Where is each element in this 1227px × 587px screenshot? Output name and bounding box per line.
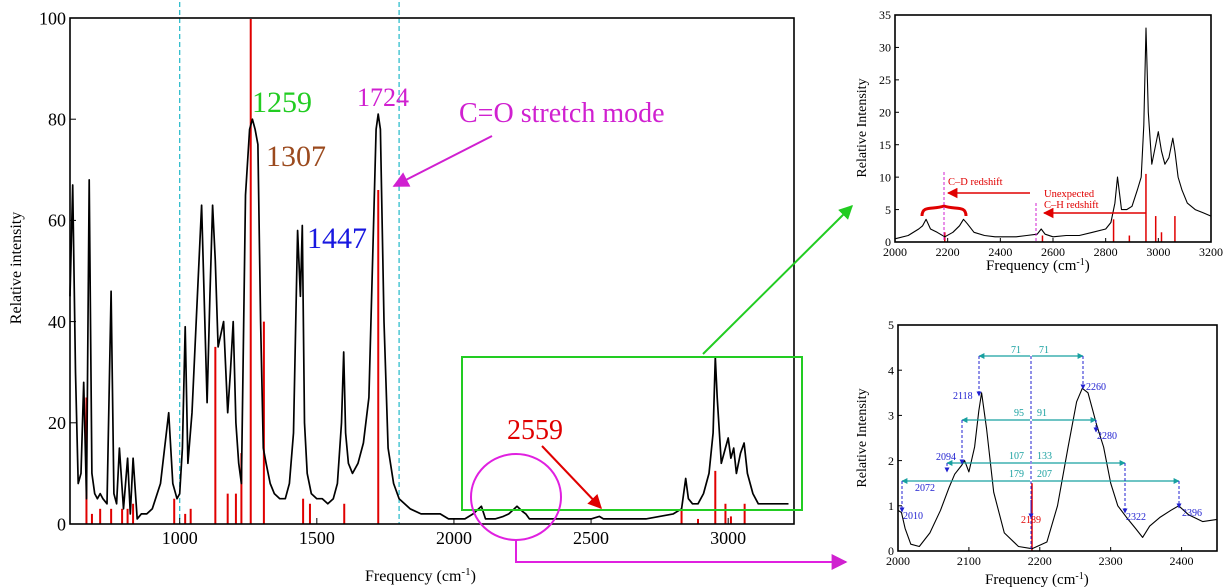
span-label-71-right: 71: [1039, 345, 1049, 356]
peak-label-2094: 2094: [936, 452, 956, 463]
peak-label-2118: 2118: [953, 391, 973, 402]
bottom-right-chart: 2000 2100 2200 2300 2400 0 1 2 3 4 5 Frequency (cm…: [855, 318, 1218, 587]
top-right-spectrum-line: [894, 27, 1212, 240]
peak-label-2189: 2189: [1021, 515, 1041, 526]
bottom-right-y-tick-label: 5: [888, 318, 894, 332]
main-chart: 1000 1500 2000 2500 3000 0 20 40 60 80 100 Frequen…: [8, 2, 853, 585]
main-y-tick-label: 20: [48, 413, 66, 433]
co-stretch-arrow: [392, 135, 493, 187]
main-x-tick-label: 2500: [573, 528, 609, 548]
top-right-x-tick-label: 3200: [1199, 245, 1223, 259]
main-y-tick-label: 0: [57, 514, 66, 534]
span-label-91: 91: [1037, 408, 1047, 419]
cd-redshift-label: C–D redshift: [948, 177, 1003, 188]
span-label-133: 133: [1037, 451, 1052, 462]
main-plot-frame: [69, 17, 795, 525]
top-right-chart: 2000 2200 2400 2600 2800 3000 3200 0 5 10 15 20 25 30…: [855, 8, 1223, 274]
bottom-right-ylabel: Relative Intensity: [855, 388, 870, 487]
top-right-y-tick-label: 10: [879, 170, 891, 184]
zoom-box: [461, 356, 803, 511]
top-right-x-tick-label: 2800: [1094, 245, 1118, 259]
span-label-207: 207: [1037, 469, 1052, 480]
bottom-right-x-tick-label: 2100: [957, 554, 981, 568]
label-co-stretch: C=O stretch mode: [459, 98, 665, 129]
label-1307: 1307: [266, 140, 326, 173]
bottom-right-spectrum-line: [897, 387, 1218, 550]
top-right-y-tick-label: 5: [885, 203, 891, 217]
ch-unexpected-label: Unexpected: [1044, 189, 1095, 200]
peak-label-2260: 2260: [1086, 382, 1106, 393]
main-x-tick-label: 2000: [436, 528, 472, 548]
label-2559: 2559: [507, 415, 563, 446]
main-y-tick-label: 60: [48, 211, 66, 231]
top-right-y-tick-label: 15: [879, 138, 891, 152]
bottom-right-x-tick-label: 2300: [1099, 554, 1123, 568]
peak-label-2010: 2010: [903, 511, 923, 522]
top-right-y-tick-label: 30: [879, 41, 891, 55]
span-label-71-left: 71: [1011, 345, 1021, 356]
main-y-tick-label: 80: [48, 110, 66, 130]
main-spectrum-line: [69, 113, 789, 520]
top-right-x-tick-label: 2000: [883, 245, 907, 259]
span-label-107: 107: [1009, 451, 1024, 462]
bottom-right-y-tick-label: 2: [888, 454, 894, 468]
bottom-right-xlabel: Frequency (cm-1): [985, 571, 1089, 587]
label-1724: 1724: [357, 83, 409, 112]
label-1259: 1259: [252, 86, 312, 119]
top-right-x-tick-label: 2200: [936, 245, 960, 259]
zoom-circle: [470, 453, 562, 541]
main-x-tick-label: 1500: [299, 528, 335, 548]
zoom-green-arrow: [702, 205, 853, 355]
span-label-179: 179: [1009, 469, 1024, 480]
span-label-95: 95: [1014, 408, 1024, 419]
bottom-right-y-tick-label: 1: [888, 499, 894, 513]
bottom-right-y-tick-label: 4: [888, 363, 894, 377]
peak-label-2280: 2280: [1097, 431, 1117, 442]
peak-label-2396: 2396: [1182, 508, 1202, 519]
bottom-right-y-tick-label: 3: [888, 409, 894, 423]
main-ylabel: Relative intensity: [8, 212, 25, 324]
main-x-tick-label: 1000: [162, 528, 198, 548]
top-right-y-tick-label: 25: [879, 73, 891, 87]
label-1447: 1447: [307, 222, 367, 255]
top-right-y-tick-label: 35: [879, 8, 891, 22]
top-right-x-tick-label: 2400: [988, 245, 1012, 259]
peak-label-2322: 2322: [1126, 512, 1146, 523]
zoom-magenta-arrow: [515, 540, 848, 570]
bottom-right-x-tick-label: 2200: [1028, 554, 1052, 568]
main-y-tick-label: 40: [48, 312, 66, 332]
bottom-right-plot-frame: [897, 324, 1218, 552]
top-right-x-tick-label: 2600: [1041, 245, 1065, 259]
top-right-xlabel: Frequency (cm-1): [986, 257, 1090, 274]
peak-label-2072: 2072: [915, 483, 935, 494]
main-xlabel: Frequency (cm-1): [365, 566, 476, 585]
main-y-tick-label: 100: [39, 8, 66, 28]
bottom-right-x-tick-label: 2400: [1170, 554, 1194, 568]
bottom-right-y-tick-label: 0: [888, 544, 894, 558]
main-x-tick-label: 3000: [710, 528, 746, 548]
cd-brace: [920, 204, 968, 217]
top-right-x-tick-label: 3000: [1146, 245, 1170, 259]
arrow-2559: [541, 445, 602, 510]
ch-redshift-label: C–H redshift: [1044, 200, 1099, 211]
top-right-y-tick-label: 0: [885, 235, 891, 249]
bottom-right-x-tick-label: 2000: [886, 554, 910, 568]
top-right-ylabel: Relative Intensity: [855, 78, 870, 177]
top-right-y-tick-label: 20: [879, 105, 891, 119]
